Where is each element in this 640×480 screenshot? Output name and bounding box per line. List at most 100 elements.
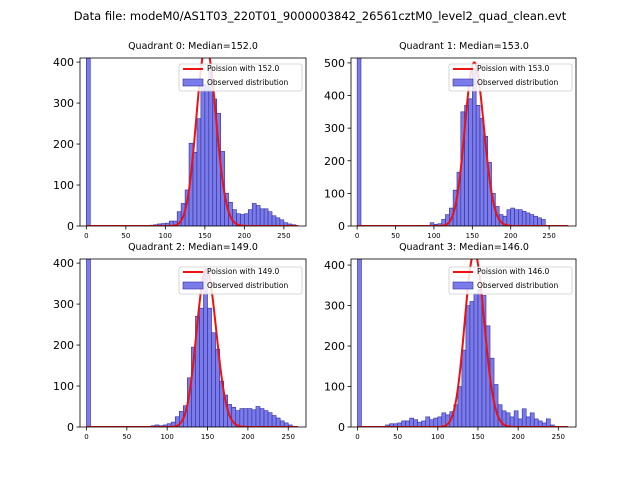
x-tick-label: 100 — [431, 433, 444, 441]
histogram-bar — [196, 118, 202, 226]
x-tick-label: 0 — [84, 433, 88, 441]
histogram-bar — [479, 118, 485, 226]
histogram-bar — [203, 270, 208, 427]
histogram-bar — [510, 207, 515, 226]
x-tick-label: 150 — [466, 232, 479, 240]
histogram-bar — [509, 416, 515, 427]
histogram-bar — [267, 211, 273, 226]
histogram-bar — [475, 105, 481, 226]
histogram-bar — [518, 209, 523, 226]
histogram-bar — [521, 211, 527, 226]
x-tick-label: 150 — [201, 433, 214, 441]
x-tick-label: 50 — [121, 232, 130, 240]
y-tick-label: 200 — [53, 138, 74, 151]
histogram-bar — [525, 416, 531, 427]
legend-curve-label: Poission with 149.0 — [207, 267, 280, 276]
plot-content — [357, 259, 568, 427]
y-tick-label: 0 — [67, 220, 74, 233]
histogram-bar — [207, 307, 212, 427]
histogram-bar — [472, 69, 477, 226]
histogram-bar — [243, 408, 249, 427]
x-tick-label: 0 — [355, 433, 359, 441]
legend-bars-label: Observed distribution — [207, 281, 288, 290]
histogram-bar — [513, 410, 519, 427]
histogram-bar — [263, 208, 269, 226]
histogram-bar — [429, 419, 435, 427]
histogram-bar — [468, 98, 473, 226]
histogram-bar — [517, 418, 523, 427]
x-tick-label: 0 — [84, 232, 88, 240]
legend-bars-swatch — [182, 281, 204, 290]
histogram-bar — [529, 214, 535, 226]
legend-bars-label: Observed distribution — [477, 281, 558, 290]
x-tick-label: 50 — [122, 433, 131, 441]
legend-box — [448, 63, 573, 92]
x-tick-label: 200 — [504, 232, 517, 240]
histogram-bar — [465, 305, 471, 427]
x-tick-label: 0 — [355, 232, 359, 240]
histogram-bar — [433, 417, 439, 427]
y-tick-label: 100 — [324, 381, 345, 394]
y-tick-label: 300 — [53, 97, 74, 110]
histogram-bar — [275, 417, 281, 427]
y-tick-label: 400 — [324, 90, 345, 103]
histogram-bar — [240, 214, 245, 226]
legend-curve-label: Poission with 146.0 — [477, 267, 550, 276]
histogram-bar — [357, 259, 362, 427]
histogram-bar — [529, 412, 535, 427]
histogram-bar — [267, 412, 273, 427]
histogram-bar — [199, 307, 204, 427]
histogram-bar — [259, 208, 265, 226]
y-tick-label: 0 — [338, 421, 345, 434]
x-tick-label: 200 — [511, 433, 524, 441]
histogram-bar — [533, 215, 538, 226]
x-tick-label: 150 — [198, 232, 211, 240]
histogram-bar — [413, 419, 418, 427]
histogram-bar — [263, 410, 269, 427]
legend-curve-label: Poission with 153.0 — [477, 64, 550, 73]
histogram-bar — [477, 289, 483, 427]
subplot-quadrant-1: Quadrant 1: Median=153.0 Poission with 1… — [399, 41, 558, 87]
histogram-bar — [244, 213, 249, 226]
subplot-quadrant-0: Quadrant 0: Median=152.0 Poission with 1… — [128, 41, 288, 87]
figure-title: Data file: modeM0/AS1T03_220T01_90000038… — [74, 9, 567, 23]
plot-area-3: 0 50 100 150 200 250 0 100 200 300 400 — [324, 258, 577, 441]
legend-box — [178, 63, 303, 92]
histogram-bar — [521, 408, 527, 427]
histogram-bar — [287, 424, 293, 427]
legend-box — [178, 266, 303, 295]
poisson-curve — [357, 61, 569, 226]
x-tick-label: 100 — [159, 232, 172, 240]
legend-bars-swatch — [452, 78, 474, 87]
histogram-bar — [537, 217, 542, 226]
axes-frame — [350, 258, 577, 428]
y-tick-label: 200 — [53, 339, 74, 352]
histogram-bar — [514, 209, 519, 226]
histogram-bar — [204, 84, 210, 226]
legend-bars-swatch — [182, 78, 204, 87]
subplot-title: Quadrant 0: Median=152.0 — [128, 41, 258, 52]
legend-bars-swatch — [452, 281, 474, 290]
y-tick-label: 400 — [53, 56, 74, 69]
plot-area-0: 0 50 100 150 200 250 0 100 200 300 400 — [53, 56, 307, 240]
y-tick-label: 300 — [324, 122, 345, 135]
axes-frame — [350, 57, 577, 227]
plot-content — [356, 58, 569, 226]
axes-frame — [79, 57, 307, 227]
histogram-bar — [425, 416, 431, 427]
subplot-quadrant-2: Quadrant 2: Median=149.0 Poission with 1… — [128, 242, 288, 290]
y-tick-label: 400 — [324, 259, 345, 272]
plot-area-1: 0 50 100 150 200 250 0 100 200 300 400 500 — [324, 57, 577, 240]
legend-box — [448, 266, 573, 295]
y-tick-label: 100 — [53, 380, 74, 393]
histogram-bar — [533, 418, 539, 427]
histogram-bar — [259, 408, 265, 427]
histogram-bar — [248, 209, 253, 226]
poisson-curve — [86, 268, 298, 427]
x-tick-label: 100 — [427, 232, 440, 240]
x-tick-label: 250 — [542, 232, 555, 240]
histogram-bar — [247, 408, 253, 427]
histogram-bar — [239, 408, 245, 427]
x-tick-label: 200 — [238, 232, 251, 240]
